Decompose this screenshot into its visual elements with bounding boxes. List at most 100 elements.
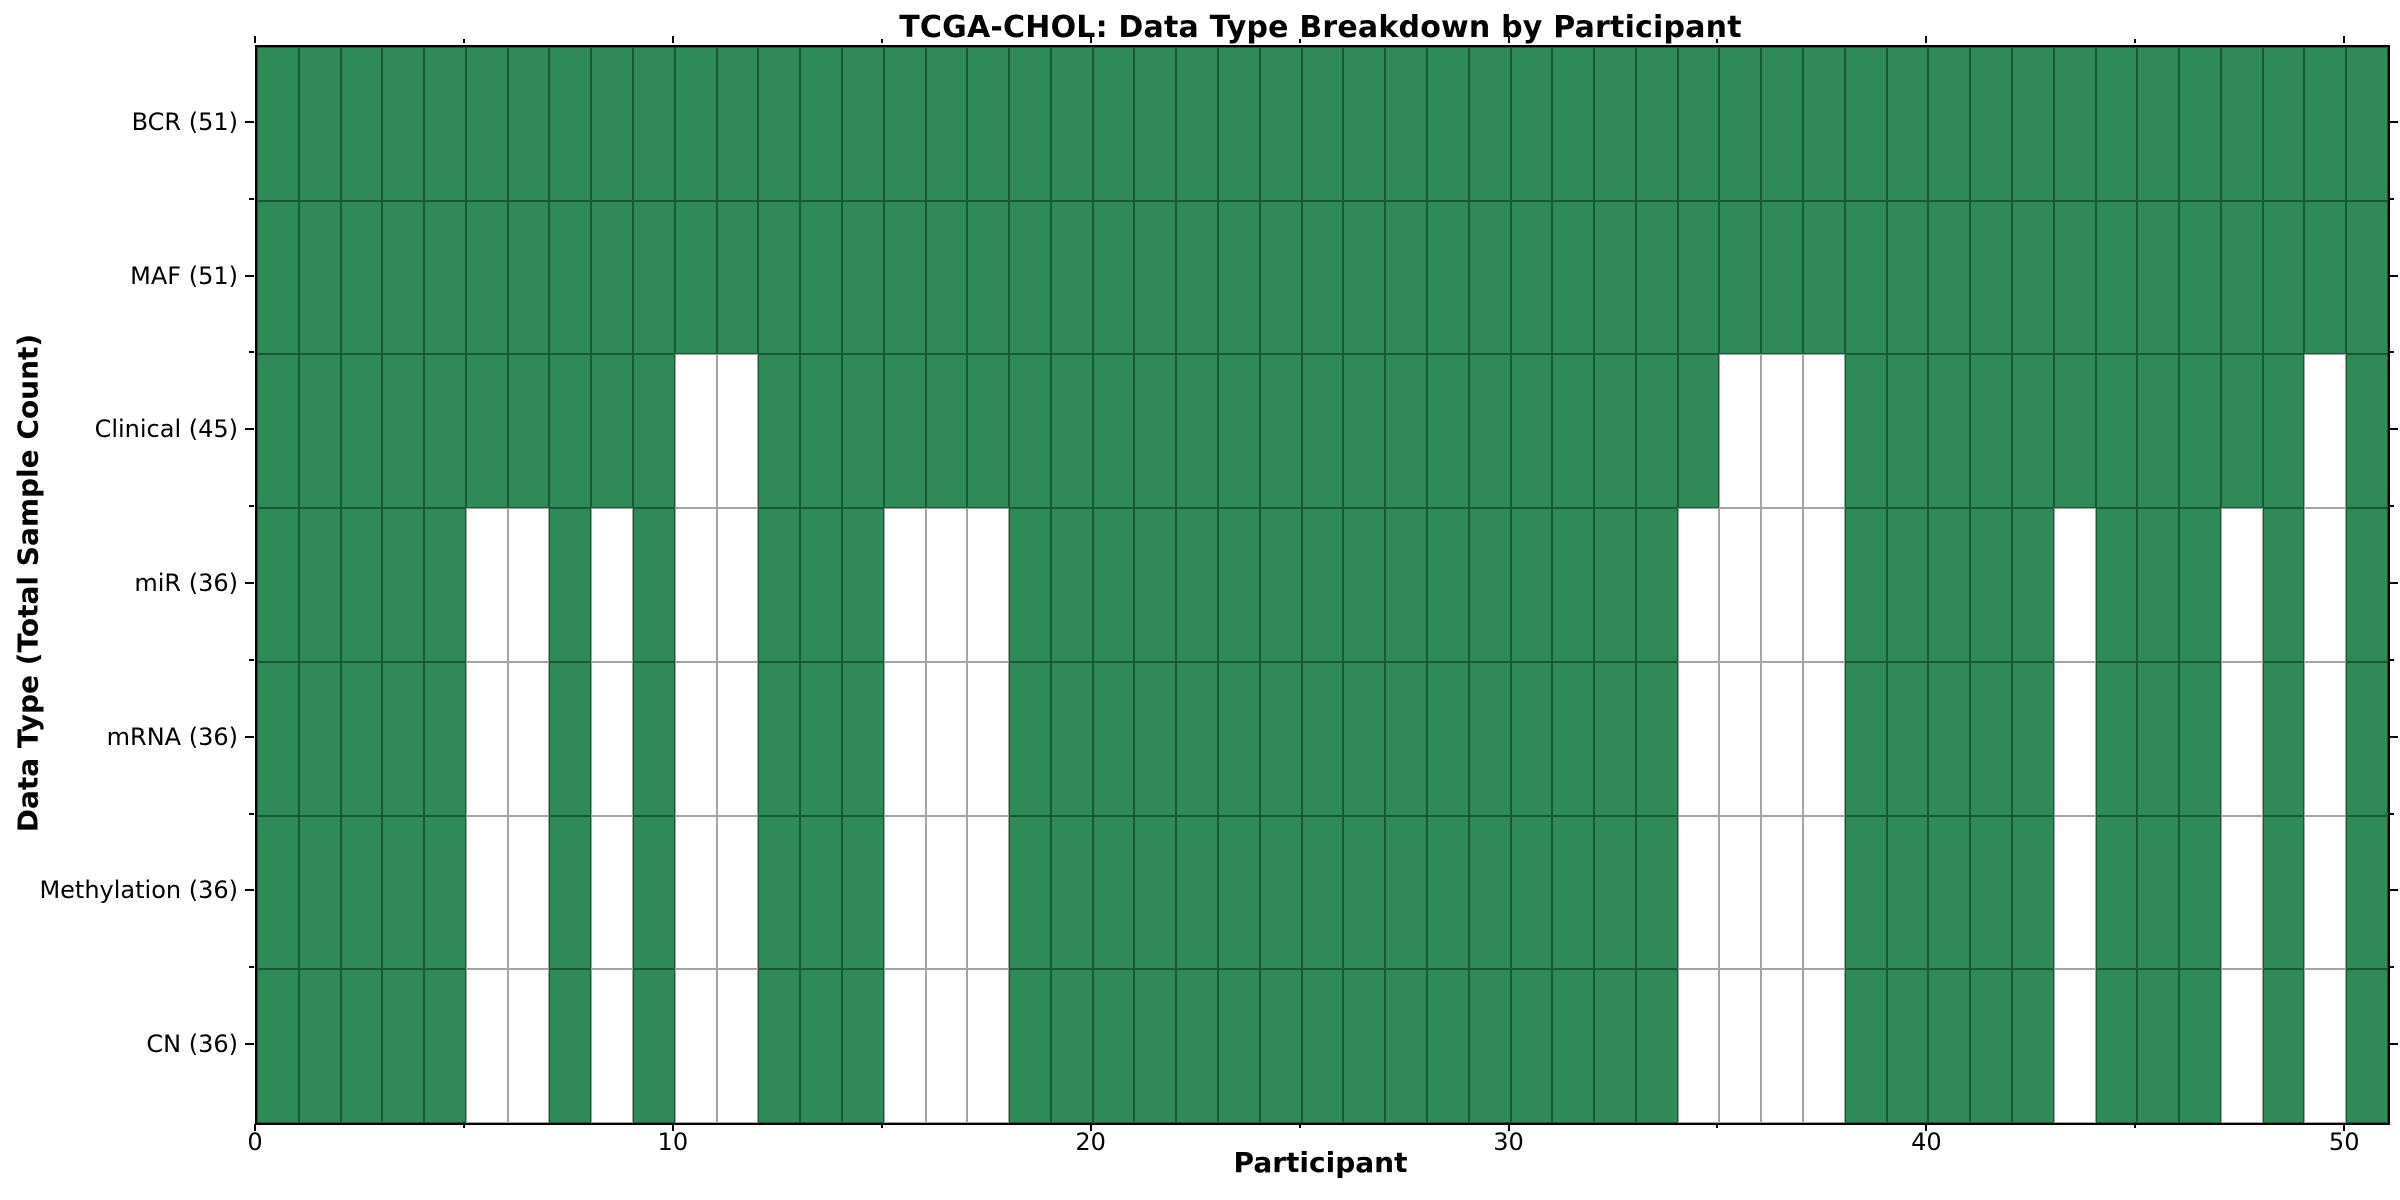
heatmap-cell [1928, 969, 1971, 1123]
heatmap-cell [1510, 354, 1553, 509]
heatmap-cell [1844, 969, 1887, 1123]
heatmap-cell [1803, 969, 1845, 1123]
heatmap-cell [2011, 47, 2054, 201]
x-minor-tick [462, 39, 465, 43]
heatmap-cell [1677, 815, 1720, 970]
heatmap-cell [1009, 661, 1051, 816]
heatmap-cell [1761, 661, 1804, 816]
x-tick-mark [2343, 36, 2346, 43]
heatmap-cell [1970, 200, 2012, 355]
heatmap-cell [800, 200, 842, 355]
heatmap-cell [841, 969, 884, 1123]
heatmap-cell [507, 200, 550, 355]
heatmap-cell [591, 815, 634, 970]
heatmap-cell [2220, 200, 2263, 355]
heatmap-cell [716, 661, 759, 816]
y-minor-tick [2389, 351, 2394, 354]
heatmap-cell [2346, 661, 2388, 816]
heatmap-cell [1928, 508, 1971, 662]
heatmap-cell [1803, 815, 1845, 970]
heatmap-cell [1970, 508, 2012, 662]
heatmap-cell [1510, 47, 1553, 201]
x-minor-tick [880, 39, 883, 43]
heatmap-cell [424, 815, 466, 970]
heatmap-cell [800, 969, 842, 1123]
heatmap-cell [841, 508, 884, 662]
heatmap-cell [1761, 47, 1804, 201]
heatmap-cell [1635, 661, 1678, 816]
heatmap-cell [549, 354, 592, 509]
heatmap-cell [2304, 815, 2347, 970]
heatmap-cell [841, 47, 884, 201]
heatmap-cell [758, 354, 801, 509]
heatmap-cell [1928, 200, 1971, 355]
heatmap-cell [2220, 815, 2263, 970]
heatmap-cell [883, 969, 926, 1123]
heatmap-cell [1719, 354, 1762, 509]
x-minor-tick [880, 1124, 883, 1128]
heatmap-cell [2304, 200, 2347, 355]
heatmap-cell [1677, 661, 1720, 816]
heatmap-cell [1092, 47, 1135, 201]
heatmap-cell [382, 508, 425, 662]
heatmap-cell [800, 47, 842, 201]
heatmap-cell [674, 354, 717, 509]
heatmap-cell [340, 661, 383, 816]
heatmap-cell [967, 969, 1010, 1123]
heatmap-cell [2179, 815, 2221, 970]
x-tick-mark [254, 1124, 256, 1131]
heatmap-cell [1343, 969, 1386, 1123]
y-minor-tick [249, 812, 254, 815]
heatmap-cell [1970, 47, 2012, 201]
heatmap-cell [1092, 508, 1135, 662]
heatmap-cell [257, 508, 299, 662]
x-tick-mark [1089, 36, 1092, 43]
heatmap-cell [382, 969, 425, 1123]
y-tick-label: MAF (51) [130, 261, 238, 290]
heatmap-cell [967, 661, 1010, 816]
x-minor-tick [1298, 1124, 1301, 1128]
x-minor-tick [1716, 1124, 1719, 1128]
chart-title: TCGA-CHOL: Data Type Breakdown by Partic… [899, 10, 1742, 45]
heatmap-cell [1510, 200, 1553, 355]
heatmap-cell [507, 47, 550, 201]
heatmap-cell [1886, 661, 1929, 816]
heatmap-cell [1844, 200, 1887, 355]
x-tick-label: 0 [247, 1128, 263, 1156]
heatmap-cell [1176, 200, 1219, 355]
heatmap-cell [1761, 815, 1804, 970]
heatmap-cell [2095, 969, 2138, 1123]
heatmap-cell [382, 47, 425, 201]
heatmap-cell [424, 200, 466, 355]
heatmap-cell [591, 508, 634, 662]
heatmap-cell [2262, 47, 2305, 201]
heatmap-cell [1385, 661, 1427, 816]
heatmap-cell [257, 661, 299, 816]
heatmap-cell [1552, 508, 1595, 662]
heatmap-cell [883, 508, 926, 662]
heatmap-cell [1719, 661, 1762, 816]
x-tick-mark [671, 1124, 674, 1131]
heatmap-cell [716, 354, 759, 509]
heatmap-cell [716, 969, 759, 1123]
y-tick-mark [245, 735, 254, 738]
heatmap-cell [2053, 661, 2096, 816]
heatmap-cell [591, 47, 634, 201]
heatmap-cell [2137, 661, 2180, 816]
heatmap-cell [2011, 661, 2054, 816]
heatmap-cell [1050, 354, 1093, 509]
y-minor-tick [249, 197, 254, 200]
y-tick-mark [2389, 428, 2398, 431]
heatmap-cell [633, 47, 675, 201]
heatmap-cell [1092, 354, 1135, 509]
heatmap-cell [298, 969, 341, 1123]
heatmap-cell [1009, 354, 1051, 509]
heatmap-cell [1092, 661, 1135, 816]
heatmap-cell [1176, 969, 1219, 1123]
heatmap-cell [1176, 508, 1219, 662]
heatmap-cell [1719, 815, 1762, 970]
heatmap-cell [1468, 661, 1511, 816]
heatmap-cell [2304, 508, 2347, 662]
heatmap-cell [382, 200, 425, 355]
heatmap-cell [1594, 815, 1636, 970]
